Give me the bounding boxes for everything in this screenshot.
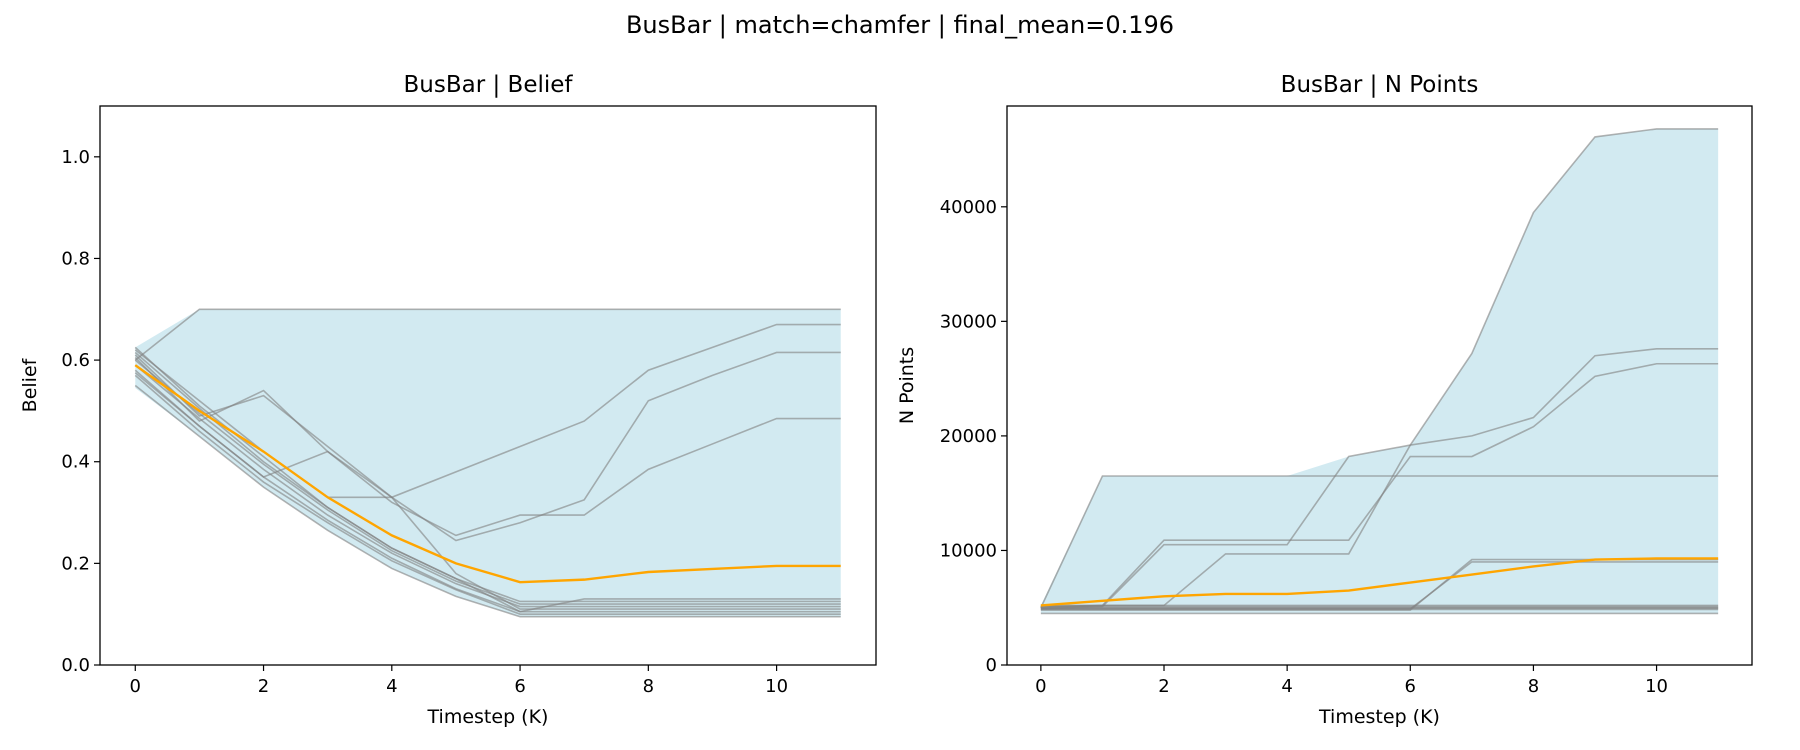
n-points-x-tick-label: 8	[1528, 676, 1539, 697]
n-points-x-tick-label: 2	[1158, 676, 1169, 697]
belief-x-tick-label: 6	[514, 676, 525, 697]
n-points-range-band	[1040, 128, 1719, 614]
n-points-y-tick-label: 30000	[940, 311, 997, 332]
belief-x-tick-label: 2	[258, 676, 269, 697]
belief-run-line-12	[134, 351, 841, 603]
belief-mean-line	[134, 364, 841, 584]
n-points-y-tick-label: 20000	[940, 426, 997, 447]
n-points-axes-frame	[1006, 105, 1753, 666]
belief-run-line-11	[134, 372, 841, 613]
belief-x-tick-label: 10	[765, 676, 788, 697]
n-points-run-line-3	[1040, 348, 1719, 610]
belief-run-line-9	[134, 364, 841, 608]
belief-x-tick-label: 8	[643, 676, 654, 697]
belief-x-axis-label: Timestep (K)	[427, 706, 549, 728]
n-points-mean-line	[1040, 557, 1719, 607]
n-points-x-tick-label: 10	[1645, 676, 1668, 697]
belief-run-line-10	[134, 359, 841, 605]
n-points-x-tick-label: 0	[1035, 676, 1046, 697]
belief-run-line-4	[134, 356, 841, 537]
belief-run-line-7	[134, 374, 841, 615]
belief-run-line-3	[134, 351, 841, 542]
n-points-y-tick-label: 0	[986, 655, 997, 676]
belief-run-line-2	[134, 323, 841, 499]
n-points-x-axis-label: Timestep (K)	[1318, 706, 1440, 728]
belief-y-tick-label: 0.0	[61, 655, 90, 676]
belief-y-tick-label: 0.4	[61, 452, 90, 473]
n-points-y-tick-label: 10000	[940, 540, 997, 561]
n-points-panel: 0 2 4 6 8 10 0 10000 20000 30000 40000 BusBar | N P…	[896, 72, 1753, 728]
figure-suptitle: BusBar | match=chamfer | final_mean=0.19…	[626, 11, 1174, 39]
n-points-run-line-4	[1040, 362, 1719, 609]
belief-x-tick-label: 0	[130, 676, 141, 697]
belief-y-tick-label: 0.6	[61, 350, 90, 371]
belief-y-tick-label: 0.8	[61, 248, 90, 269]
n-points-y-axis-label: N Points	[896, 347, 918, 424]
belief-y-tick-label: 0.2	[61, 553, 90, 574]
belief-x-tick-label: 4	[386, 676, 397, 697]
n-points-y-tick-label: 40000	[940, 197, 997, 218]
n-points-x-tick-label: 4	[1281, 676, 1292, 697]
belief-y-tick-label: 1.0	[61, 147, 90, 168]
belief-title: BusBar | Belief	[404, 72, 574, 98]
belief-y-axis-label: Belief	[19, 357, 41, 412]
belief-run-line-1	[134, 308, 841, 361]
belief-range-band	[135, 309, 841, 617]
belief-run-line-8	[134, 384, 841, 618]
belief-panel: 0 2 4 6 8 10 0.0 0.2 0.4 0.6 0.8 1.0 BusBar | Belief…	[19, 72, 877, 728]
n-points-run-line-1	[1040, 475, 1719, 609]
n-points-x-tick-label: 6	[1405, 676, 1416, 697]
belief-axes-frame	[99, 105, 877, 666]
n-points-title: BusBar | N Points	[1281, 72, 1479, 98]
